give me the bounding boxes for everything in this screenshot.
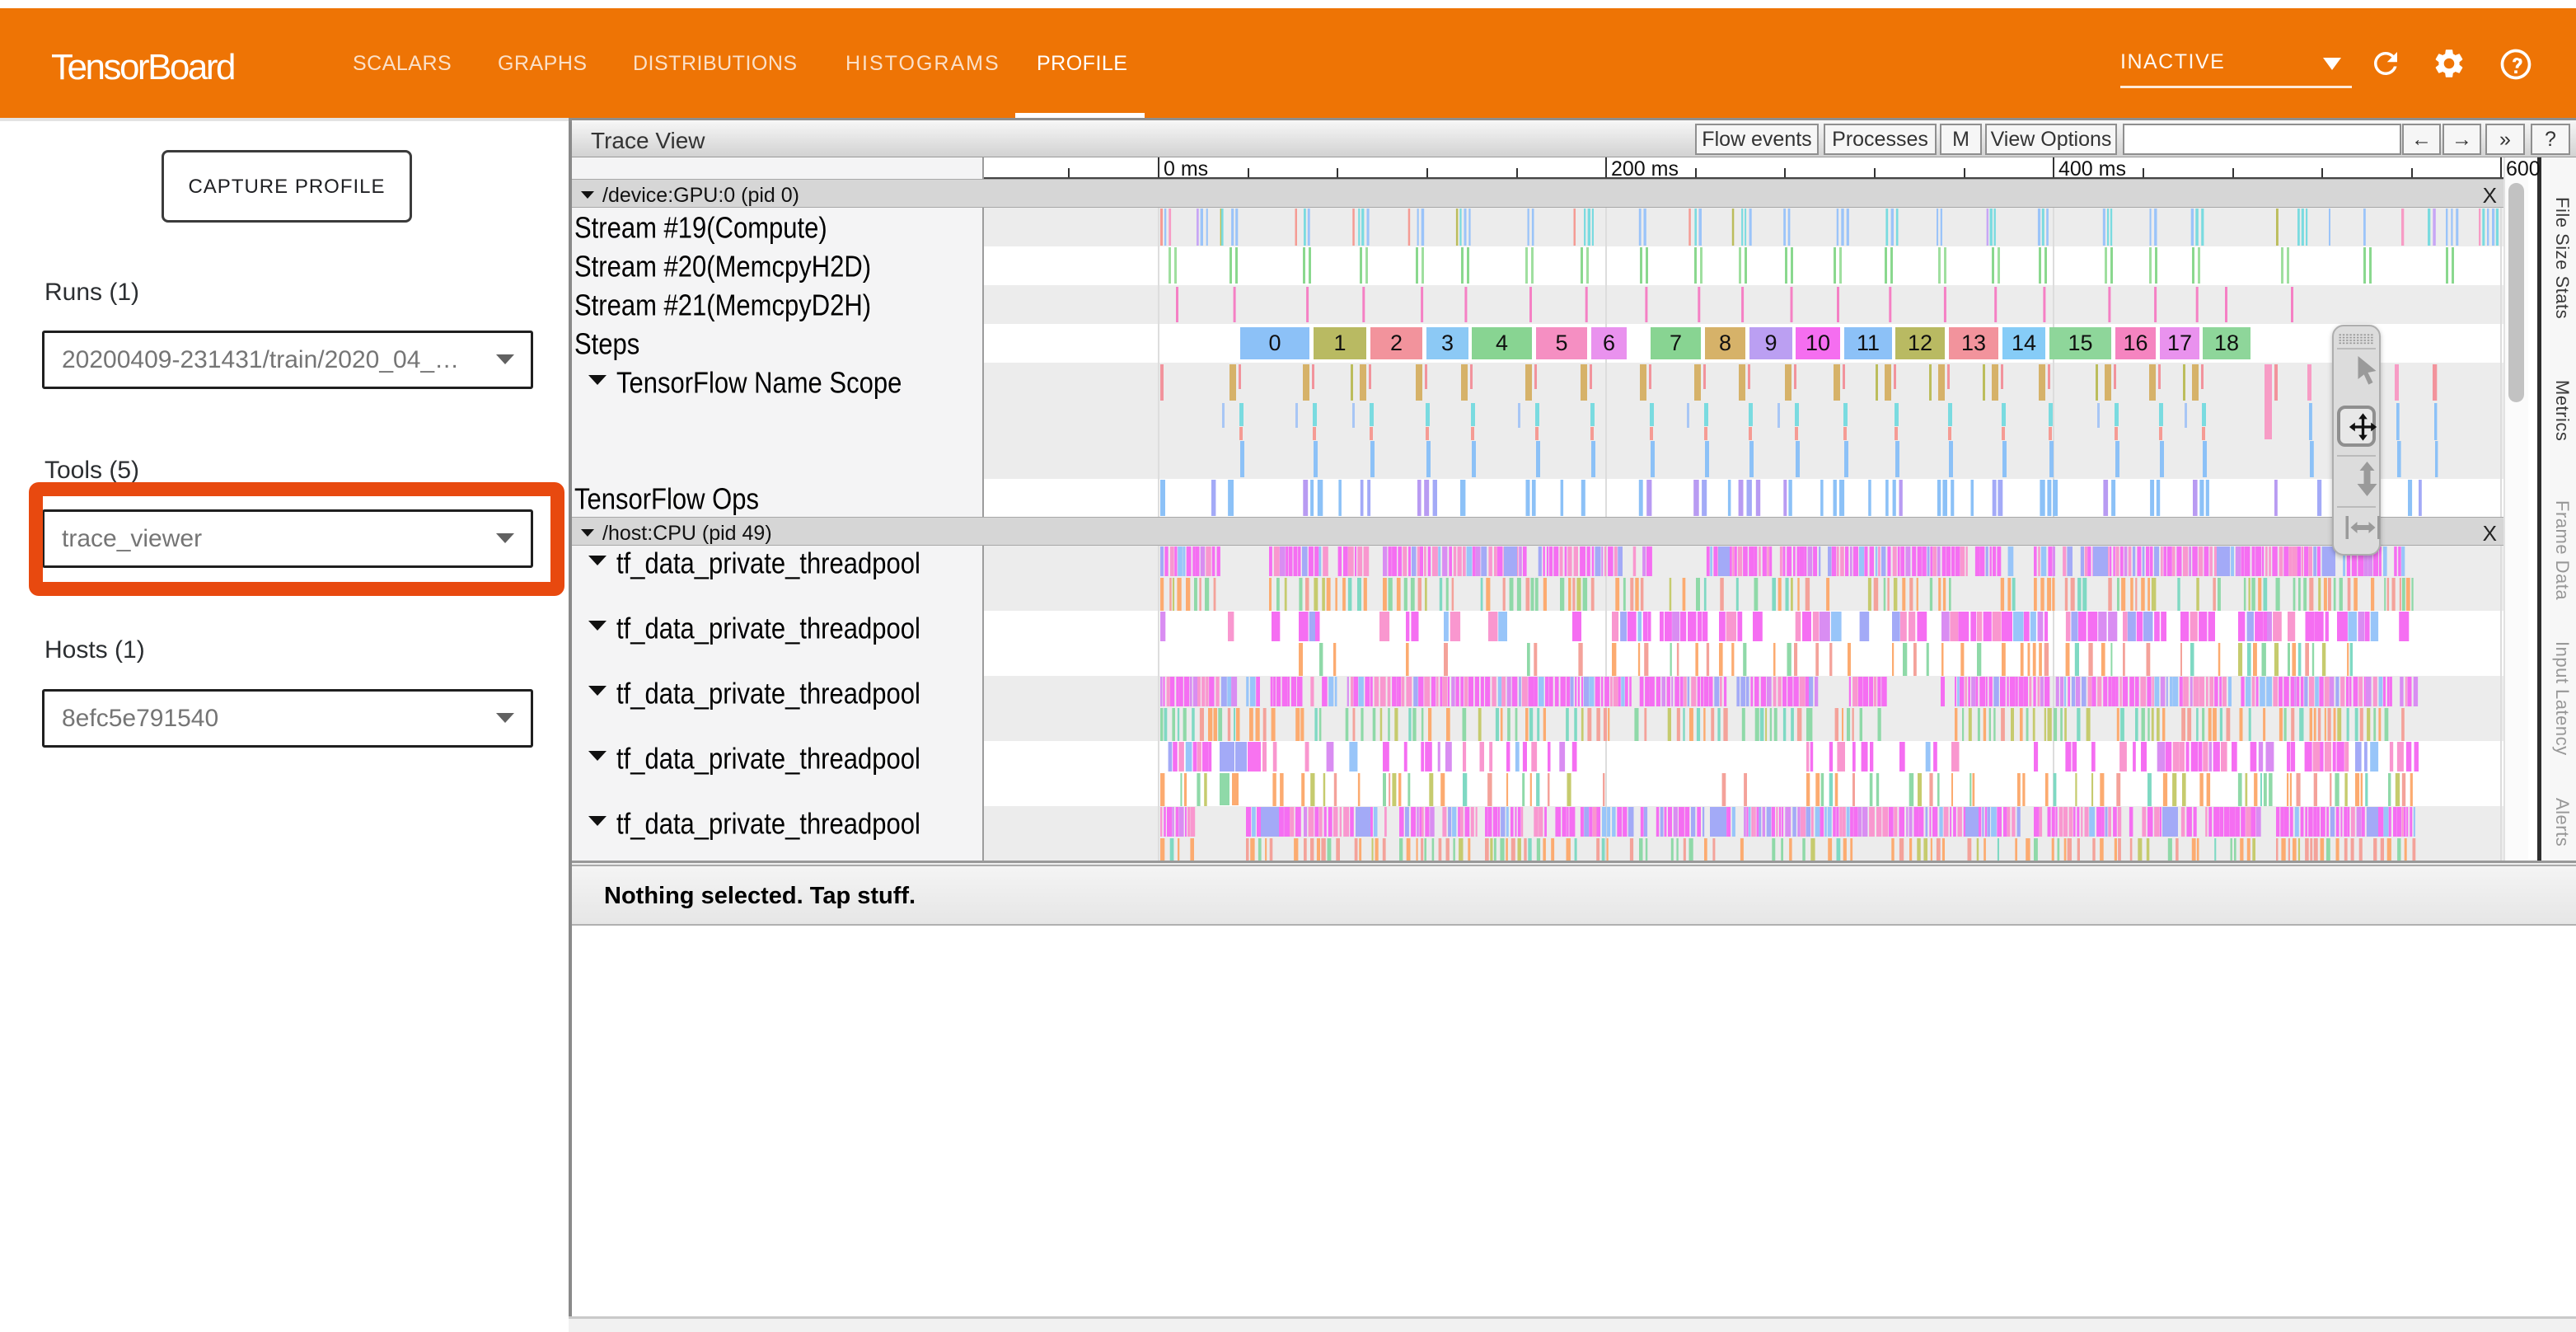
svg-text:7: 7 (1670, 331, 1682, 355)
svg-text:3: 3 (1441, 331, 1454, 355)
svg-text:16: 16 (2123, 331, 2147, 355)
svg-text:1: 1 (1333, 331, 1346, 355)
svg-text:13: 13 (1961, 331, 1986, 355)
svg-text:8: 8 (1719, 331, 1731, 355)
svg-text:9: 9 (1764, 331, 1777, 355)
svg-text:11: 11 (1857, 331, 1880, 355)
svg-text:4: 4 (1496, 331, 1508, 355)
svg-text:12: 12 (1908, 331, 1932, 355)
svg-text:14: 14 (2012, 331, 2036, 355)
svg-text:17: 17 (2167, 331, 2192, 355)
svg-text:5: 5 (1555, 331, 1567, 355)
svg-text:6: 6 (1603, 331, 1615, 355)
svg-text:2: 2 (1390, 331, 1403, 355)
svg-text:0: 0 (1268, 331, 1281, 355)
svg-text:18: 18 (2214, 331, 2239, 355)
svg-text:10: 10 (1806, 331, 1830, 355)
svg-text:15: 15 (2068, 331, 2092, 355)
